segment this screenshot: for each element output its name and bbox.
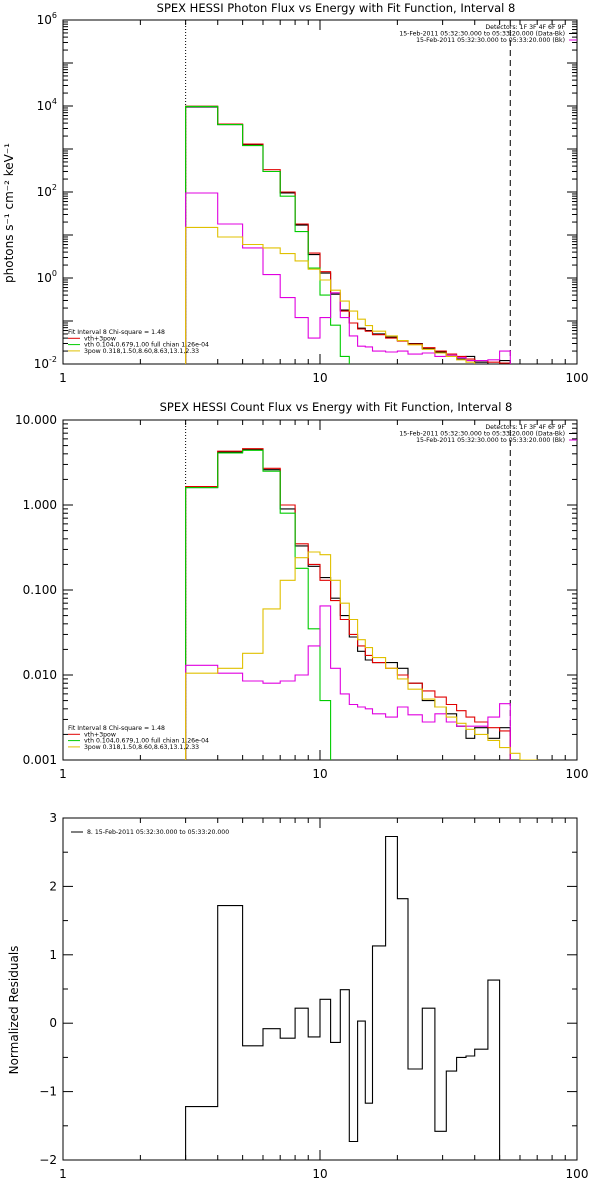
count-flux-y-tick-label: 0.010 bbox=[23, 668, 57, 682]
photon-flux-legend-text: 15-Feb-2011 05:32:30.000 to 05:33:20.000… bbox=[416, 37, 565, 44]
photon-flux-series-0 bbox=[185, 106, 511, 364]
count-flux-legend-text: Fit Interval 8 Chi-square = 1.48 bbox=[68, 725, 165, 732]
photon-flux-legend-text: vth 0.104,0.679,1.00 full chian 1.26e-04 bbox=[84, 342, 209, 349]
count-flux-series-3 bbox=[185, 605, 511, 760]
count-flux-legend-text: 3pow 0.318,1.50,8.60,8.63,13.1,2.33 bbox=[84, 744, 199, 751]
count-flux-series-1 bbox=[185, 448, 511, 760]
photon-flux-legend-text: Fit Interval 8 Chi-square = 1.48 bbox=[68, 329, 165, 336]
photon-flux-y-tick-label: 100 bbox=[37, 269, 57, 285]
residuals-y-tick-label: −1 bbox=[39, 1085, 57, 1099]
count-flux-series-0 bbox=[185, 448, 511, 760]
count-flux-title: SPEX HESSI Count Flux vs Energy with Fit… bbox=[160, 400, 513, 414]
count-flux-x-tick-label: 1 bbox=[59, 767, 67, 781]
count-flux-series-2 bbox=[185, 449, 332, 760]
photon-flux-legend-text: 15-Feb-2011 05:32:30.000 to 05:33:20.000… bbox=[399, 31, 565, 38]
photon-flux-legend-text: vth+3pow bbox=[84, 335, 116, 342]
count-flux-y-tick-label: 0.100 bbox=[23, 583, 57, 597]
residuals-y-tick-label: 3 bbox=[49, 811, 57, 825]
count-flux-legend-text: 15-Feb-2011 05:32:30.000 to 05:33:20.000… bbox=[416, 437, 565, 444]
photon-flux-legend-text: Detectors: 1F 3F 4F 6F 9F bbox=[485, 24, 565, 31]
photon-flux-y-tick-label: 10-2 bbox=[34, 355, 57, 371]
photon-flux-y-tick-label: 106 bbox=[37, 11, 57, 27]
photon-flux-x-tick-label: 100 bbox=[566, 371, 589, 385]
residuals-series-0 bbox=[185, 835, 501, 1160]
residuals-legend-text: 8. 15-Feb-2011 05:32:30.000 to 05:33:20.… bbox=[87, 829, 229, 836]
residuals-x-tick-label: 10 bbox=[312, 1167, 327, 1181]
photon-flux-y-tick-label: 102 bbox=[37, 183, 57, 199]
residuals-y-tick-label: 0 bbox=[49, 1016, 57, 1030]
photon-flux-x-tick-label: 1 bbox=[59, 371, 67, 385]
residuals-y-tick-label: 2 bbox=[49, 879, 57, 893]
count-flux-legend-text: vth 0.104,0.679,1.00 full chian 1.26e-04 bbox=[84, 738, 209, 745]
count-flux-legend-text: 15-Feb-2011 05:32:30.000 to 05:33:20.000… bbox=[399, 431, 565, 438]
photon-flux-panel: SPEX HESSI Photon Flux vs Energy with Fi… bbox=[2, 1, 589, 385]
residuals-x-tick-label: 100 bbox=[566, 1167, 589, 1181]
photon-flux-x-tick-label: 10 bbox=[312, 371, 327, 385]
photon-flux-series-1 bbox=[185, 105, 511, 364]
count-flux-x-tick-label: 100 bbox=[566, 767, 589, 781]
count-flux-y-tick-label: 10.000 bbox=[15, 413, 57, 427]
residuals-y-axis-label: Normalized Residuals bbox=[7, 946, 21, 1075]
residuals-y-tick-label: 1 bbox=[49, 948, 57, 962]
photon-flux-series-4 bbox=[185, 226, 476, 364]
count-flux-y-tick-label: 0.001 bbox=[23, 753, 57, 767]
residuals-y-tick-label: −2 bbox=[39, 1153, 57, 1167]
residuals-x-tick-label: 1 bbox=[59, 1167, 67, 1181]
count-flux-y-tick-label: 1.000 bbox=[23, 498, 57, 512]
photon-flux-plot-frame bbox=[62, 19, 578, 365]
photon-flux-y-tick-label: 104 bbox=[37, 97, 57, 113]
photon-flux-series-3 bbox=[185, 192, 511, 364]
count-flux-series-4 bbox=[185, 551, 538, 760]
count-flux-legend-text: vth+3pow bbox=[84, 731, 116, 738]
photon-flux-title: SPEX HESSI Photon Flux vs Energy with Fi… bbox=[157, 1, 516, 15]
photon-flux-series-2 bbox=[185, 105, 350, 364]
count-flux-panel: SPEX HESSI Count Flux vs Energy with Fit… bbox=[15, 400, 589, 781]
photon-flux-legend-text: 3pow 0.318,1.50,8.60,8.63,13.1,2.33 bbox=[84, 348, 199, 355]
photon-flux-y-axis-label: photons s⁻¹ cm⁻² keV⁻¹ bbox=[2, 143, 16, 283]
count-flux-x-tick-label: 10 bbox=[312, 767, 327, 781]
count-flux-legend-text: Detectors: 1F 3F 4F 6F 9F bbox=[485, 424, 565, 431]
